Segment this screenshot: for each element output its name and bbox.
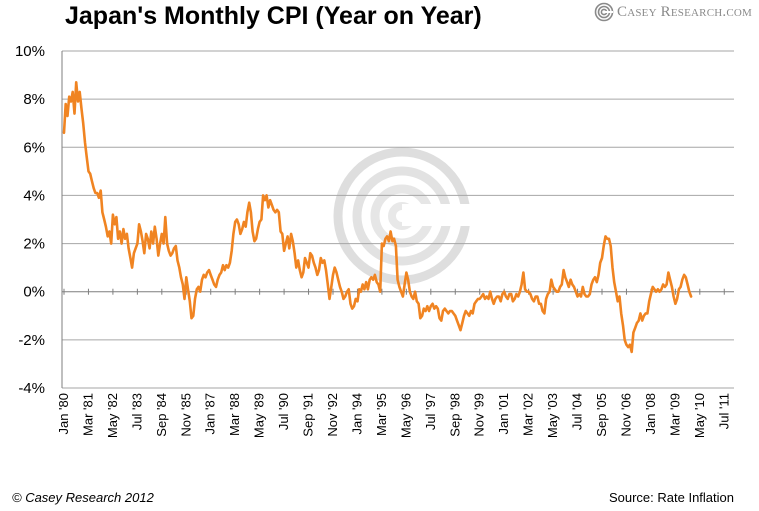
x-tick-label: Nov '06 [618,393,633,437]
x-tick-label: Mar '09 [667,393,682,436]
y-tick-label: -4% [18,380,45,397]
y-axis-labels: 10% 8% 6% 4% 2% 0% -2% -4% [15,43,45,397]
x-tick-label: May '82 [105,393,120,438]
x-tick-label: Jan '08 [643,393,658,435]
x-tick-label: Sep '98 [447,393,462,437]
x-tick-label: Jan '87 [203,393,218,435]
series-line [62,81,693,354]
watermark-logo-icon [333,147,478,285]
x-tick-label: Nov '92 [325,393,340,437]
y-tick-label: 4% [23,187,45,204]
axes [61,51,734,388]
y-tick-label: 0% [23,284,45,301]
y-tick-label: -2% [18,332,45,349]
gridlines [62,50,734,389]
copyright-text: © Casey Research 2012 [12,490,154,505]
x-tick-label: Jan '01 [496,393,511,435]
x-tick-label: Mar '81 [80,393,95,436]
x-tick-label: May '03 [545,393,560,438]
x-tick-label: Mar '95 [374,393,389,436]
x-tick-label: Jan '94 [349,393,364,435]
source-text: Source: Rate Inflation [608,490,734,505]
y-tick-label: 6% [23,139,45,156]
x-tick-label: Mar '88 [227,393,242,436]
x-tick-label: Jul '11 [716,393,731,429]
y-tick-label: 2% [23,236,45,253]
x-tick-label: Sep '05 [594,393,609,437]
x-tick-label: Nov '85 [178,393,193,437]
x-tick-label: Mar '02 [521,393,536,436]
y-tick-label: 10% [15,43,45,60]
chart-title: Japan's Monthly CPI (Year on Year) [65,2,482,30]
spiral-logo-icon [594,2,614,22]
x-tick-label: Jan '80 [56,393,71,435]
x-tick-label: Jul '90 [276,393,291,430]
x-tick-label: Jul '97 [423,393,438,430]
x-tick-label: Jul '83 [129,393,144,430]
x-axis-labels: Jan '80 Mar '81 May '82 Jul '83 Sep '84 Nov '… [56,393,731,438]
x-tick-label: May '10 [692,393,707,438]
logo-text: Casey Research.com [617,3,753,20]
x-tick-label: May '89 [252,393,267,438]
x-tick-label: Sep '84 [154,393,169,437]
x-tick-label: May '96 [398,393,413,438]
series-layer [62,81,693,354]
x-tick-label: Sep '91 [301,393,316,437]
x-tick-label: Jul '04 [570,393,585,430]
casey-research-logo: Casey Research.com [594,2,752,22]
x-tick-label: Nov '99 [472,393,487,437]
y-tick-label: 8% [23,91,45,108]
